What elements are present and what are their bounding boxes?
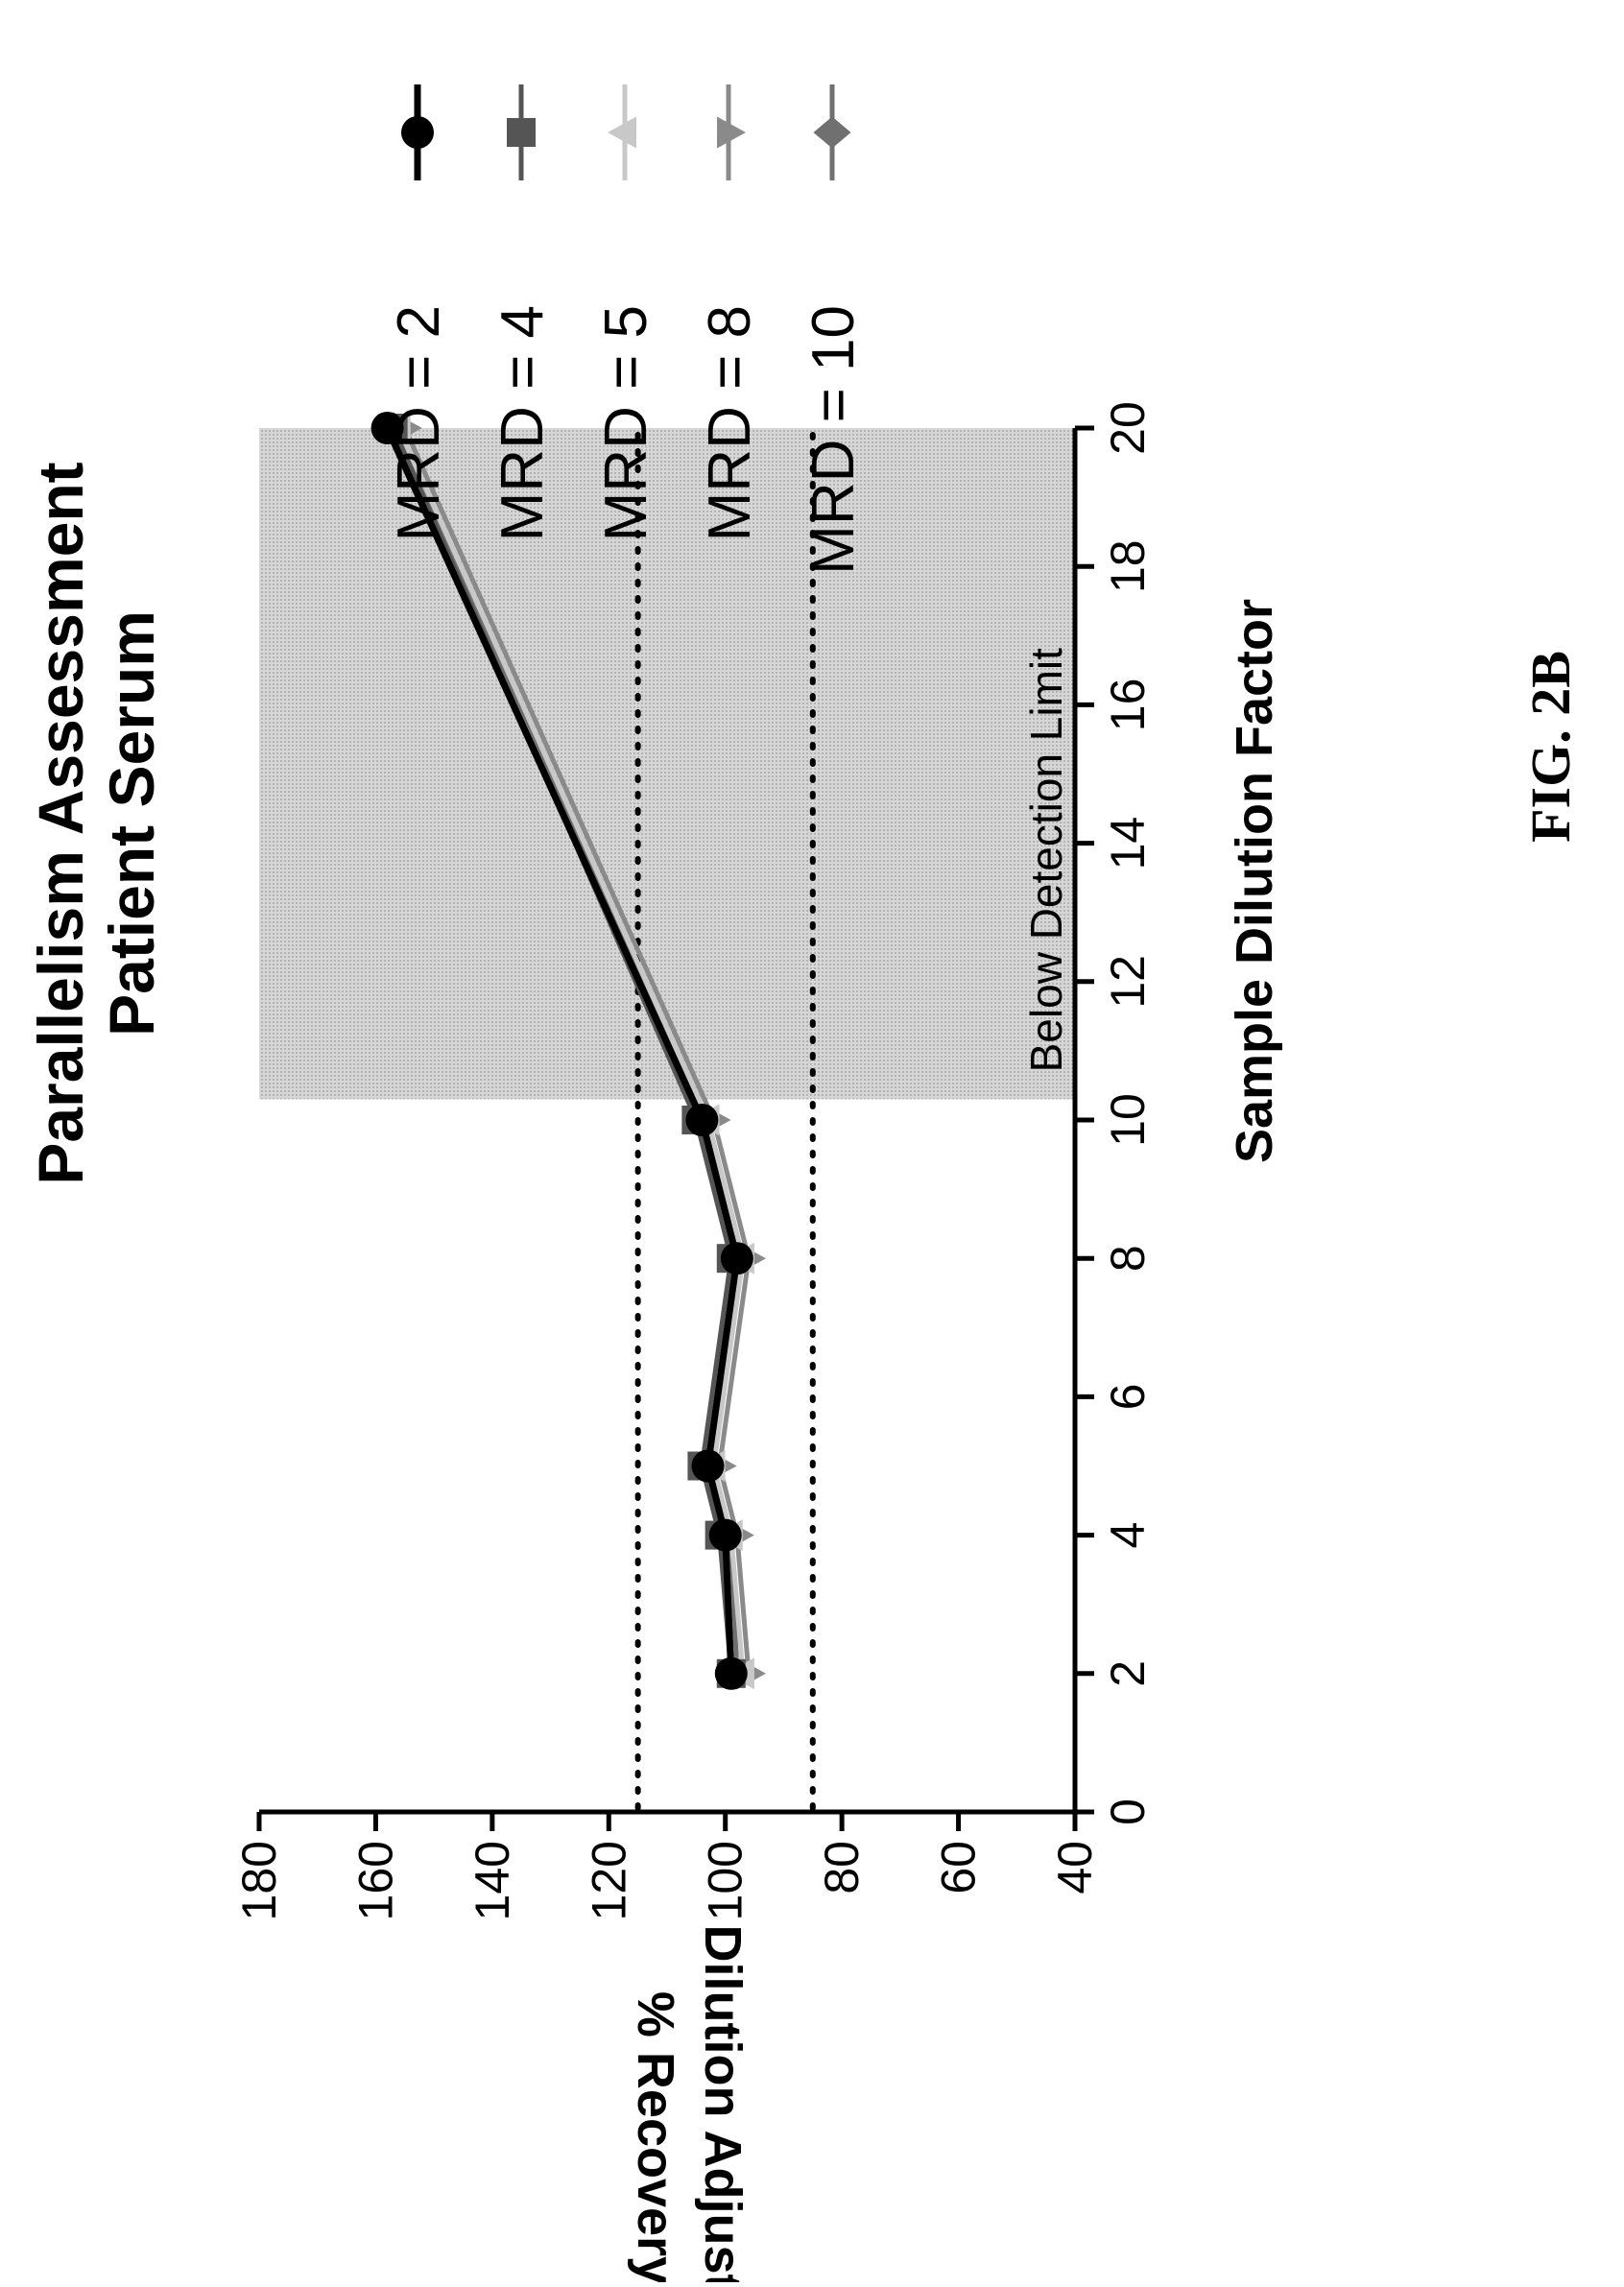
legend-label: MRD = 5 <box>593 305 659 541</box>
x-tick-label: 10 <box>1101 1093 1155 1147</box>
chart-subtitle: Patient Serum <box>96 610 167 1036</box>
y-tick-label: 180 <box>232 1841 286 1920</box>
x-tick-label: 18 <box>1101 539 1155 593</box>
x-tick-label: 20 <box>1101 401 1155 455</box>
series-line <box>396 426 746 1675</box>
legend: MRD = 2 MRD = 4 MRD = 5 MRD = 8 MRD = 10 <box>386 84 867 575</box>
y-tick-label: 160 <box>348 1841 402 1920</box>
y-axis-ticks: 40 60 80 100 120 140 160 180 <box>232 1812 1102 1920</box>
legend-item: MRD = 2 <box>386 84 452 541</box>
below-detection-label: Below Detection Limit <box>1021 648 1071 1073</box>
data-point <box>370 412 404 444</box>
x-tick-label: 4 <box>1101 1522 1155 1549</box>
series-1 <box>370 412 753 1690</box>
y-axis-label-line-1: Dilution Adjusted <box>694 1925 752 2282</box>
y-tick-label: 80 <box>815 1841 869 1894</box>
y-tick-label: 120 <box>582 1841 635 1920</box>
legend-marker <box>401 116 434 149</box>
y-tick-label: 60 <box>932 1841 986 1894</box>
series-line <box>384 426 741 1674</box>
x-tick-label: 12 <box>1101 955 1155 1009</box>
y-tick-label: 40 <box>1048 1841 1102 1894</box>
legend-marker <box>813 116 851 149</box>
y-tick-label: 140 <box>466 1841 519 1920</box>
legend-marker <box>717 116 746 149</box>
series-line <box>391 426 734 1675</box>
legend-item: MRD = 4 <box>490 84 556 541</box>
series-layer <box>370 412 766 1690</box>
reference-lines <box>634 425 816 1811</box>
x-tick-label: 6 <box>1101 1383 1155 1410</box>
x-tick-label: 0 <box>1101 1799 1155 1825</box>
legend-item: MRD = 10 <box>800 84 867 575</box>
data-point <box>685 1104 719 1136</box>
data-point <box>691 1449 725 1483</box>
data-point <box>714 1656 748 1690</box>
x-axis-ticks: 0 2 4 6 8 10 12 14 16 18 20 <box>1075 401 1155 1825</box>
y-axis-label: Dilution Adjusted % Recovery <box>627 1925 752 2287</box>
chart-title: Parallelism Assessment <box>25 462 96 1184</box>
x-axis-label: Sample Dilution Factor <box>1226 599 1283 1163</box>
series-line <box>402 426 752 1675</box>
y-tick-label: 100 <box>699 1841 752 1920</box>
y-axis-label-line-2: % Recovery <box>627 1991 684 2282</box>
legend-label: MRD = 4 <box>490 305 556 541</box>
data-point <box>708 1518 742 1552</box>
data-point <box>720 1242 753 1275</box>
legend-marker <box>507 118 536 147</box>
x-tick-label: 16 <box>1101 679 1155 732</box>
legend-label: MRD = 8 <box>697 305 763 541</box>
legend-item: MRD = 8 <box>697 84 763 541</box>
legend-marker <box>608 116 636 149</box>
legend-label: MRD = 2 <box>386 305 452 541</box>
figure-label: FIG. 2B <box>1519 651 1582 843</box>
below-detection-region <box>259 428 1075 1100</box>
legend-item: MRD = 5 <box>593 84 659 541</box>
x-tick-label: 2 <box>1101 1660 1155 1687</box>
x-tick-label: 8 <box>1101 1245 1155 1272</box>
x-tick-label: 14 <box>1101 817 1155 870</box>
legend-label: MRD = 10 <box>800 305 867 575</box>
rotated-chart-group: Below Detection Limit 406080100120140160… <box>25 84 1582 2287</box>
